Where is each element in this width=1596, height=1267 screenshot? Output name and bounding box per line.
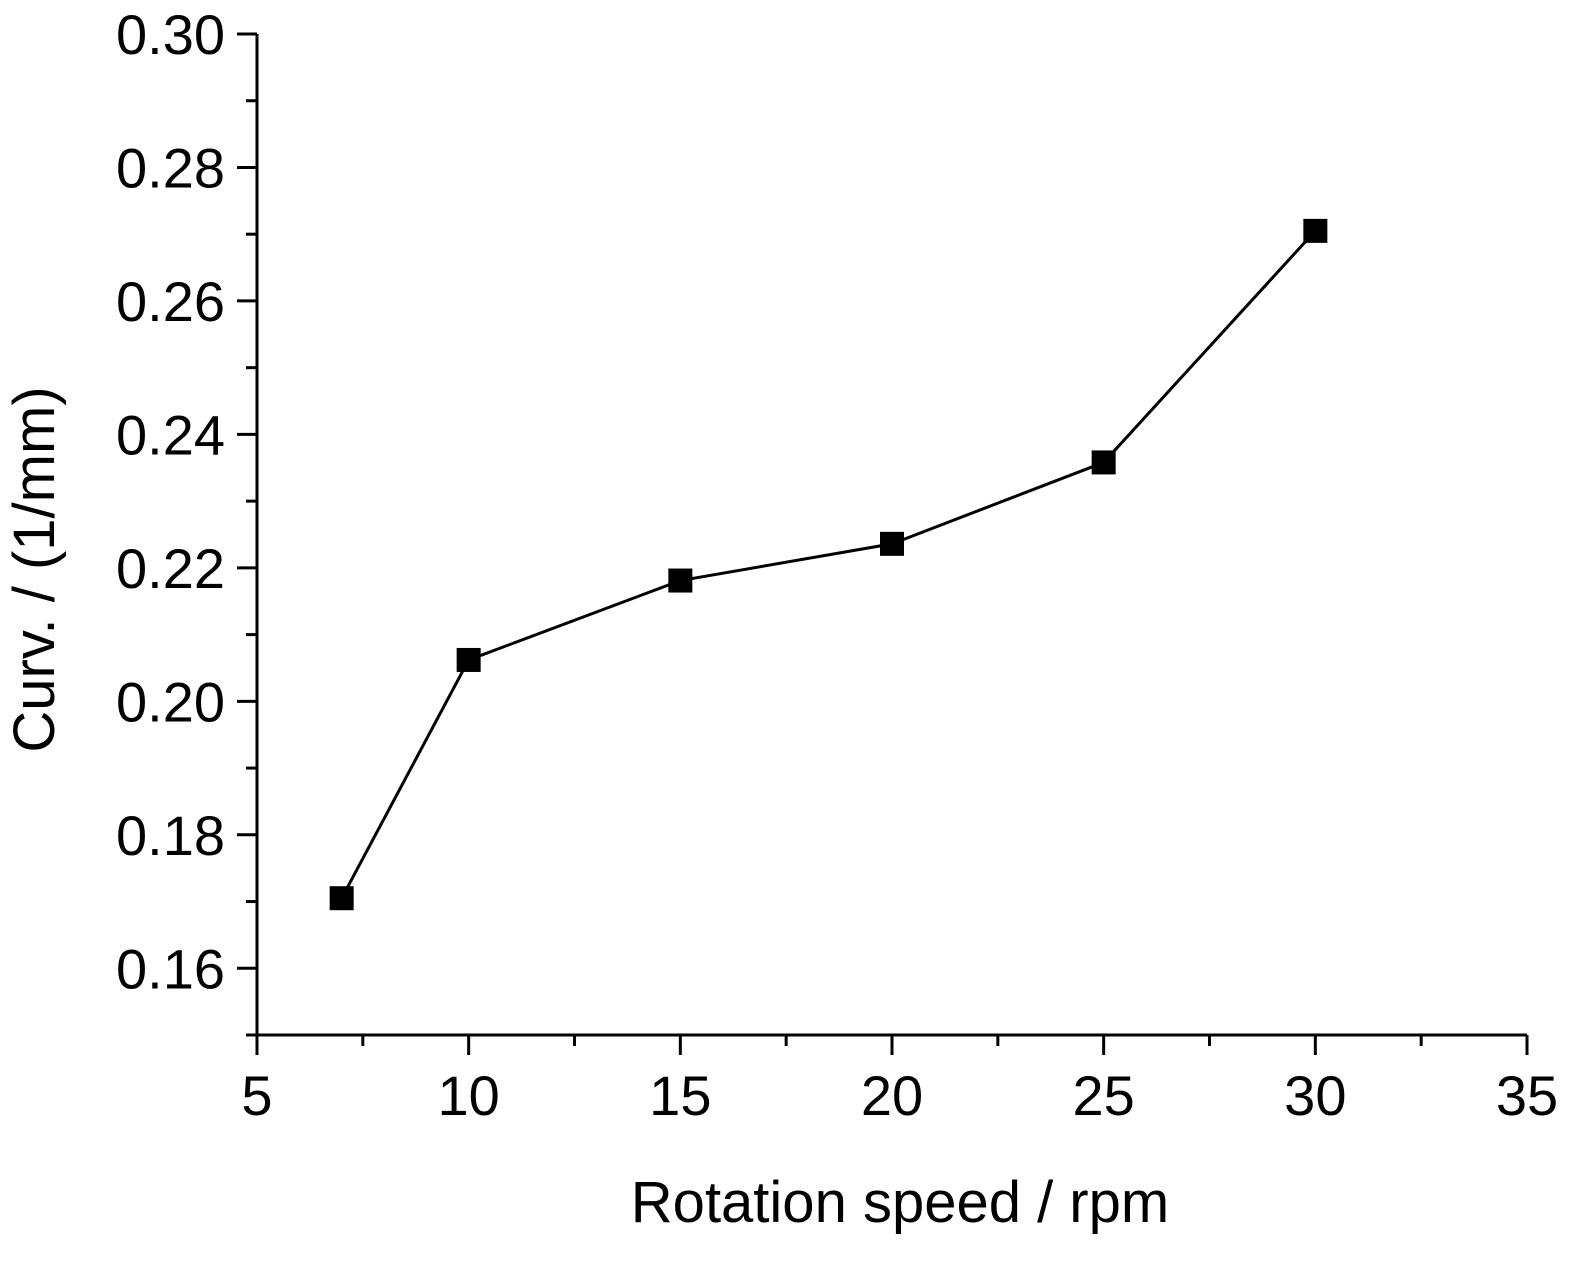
y-tick-label: 0.16 [116, 937, 225, 1000]
data-point-marker [880, 531, 904, 556]
x-tick-label: 25 [1073, 1064, 1135, 1127]
data-point-marker [329, 886, 354, 911]
series-markers [329, 218, 1328, 911]
data-point-marker [1091, 450, 1116, 475]
y-tick-label: 0.20 [116, 670, 225, 733]
series-lines [340, 229, 1317, 899]
data-point-marker [456, 647, 481, 672]
x-axis-ticks: 5 10 15 20 25 30 35 [241, 1035, 1558, 1127]
y-tick-label: 0.22 [116, 537, 225, 600]
x-tick-label: 15 [649, 1064, 711, 1127]
y-tick-label: 0.30 [116, 3, 225, 66]
x-tick-label: 30 [1284, 1064, 1346, 1127]
y-tick-label: 0.28 [116, 136, 225, 199]
series-line-segment [1102, 229, 1317, 464]
y-axis-ticks: 0.16 0.18 0.20 0.22 0.24 0.26 0.28 0.30 [116, 3, 257, 1037]
x-tick-label: 5 [241, 1064, 272, 1127]
series-line-segment [468, 579, 681, 662]
y-tick-label: 0.18 [116, 804, 225, 867]
y-axis-title: Curv. / (1/mm) [2, 386, 67, 752]
data-point-marker [1303, 218, 1328, 243]
x-axis-title: Rotation speed / rpm [631, 1170, 1169, 1235]
y-tick-label: 0.26 [116, 270, 225, 333]
x-tick-label: 35 [1496, 1064, 1558, 1127]
y-tick-label: 0.24 [116, 403, 225, 466]
data-point-marker [668, 568, 693, 593]
series-line-segment [340, 659, 470, 899]
series-line-segment [891, 461, 1105, 546]
series-line-segment [680, 542, 893, 583]
x-tick-label: 10 [438, 1064, 500, 1127]
x-tick-label: 20 [861, 1064, 923, 1127]
